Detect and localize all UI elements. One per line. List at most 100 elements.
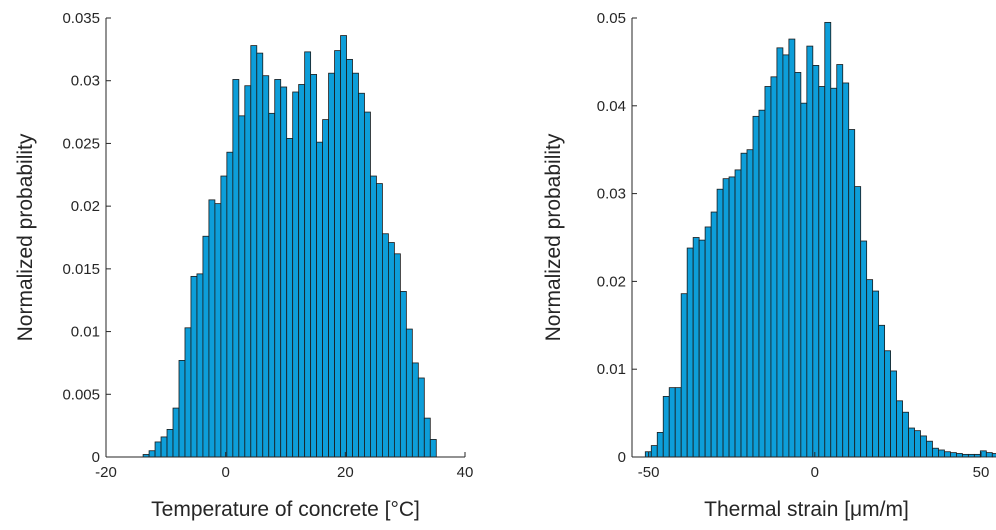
temperature-bar: [172, 407, 180, 458]
temperature-bar: [358, 92, 365, 458]
temperature-x-axis-label: Temperature of concrete [°C]: [151, 498, 420, 521]
temperature-bar: [208, 199, 216, 458]
temperature-bar: [184, 327, 192, 458]
strain-bar: [842, 82, 850, 458]
temperature-bar: [148, 450, 156, 458]
temperature-x-tick-label: 0: [221, 464, 229, 481]
temperature-bar: [328, 72, 335, 458]
temperature-bar: [238, 115, 246, 458]
strain-bar: [836, 64, 844, 458]
strain-bar: [944, 451, 951, 458]
strain-bar: [854, 186, 862, 458]
temperature-bar: [340, 35, 347, 458]
temperature-bar: [214, 203, 222, 458]
strain-bar: [938, 449, 945, 458]
strain-bar: [686, 247, 694, 458]
temperature-y-tick-label: 0.035: [62, 10, 100, 27]
temperature-x-tick-label: 20: [337, 464, 354, 481]
strain-bar: [890, 370, 897, 458]
strain-histogram: 0 0.01 0.02 0.03 0.04 0.05 -50 0 50 Thermal strai…: [542, 10, 996, 521]
strain-bar: [884, 350, 891, 458]
temperature-bar: [160, 436, 168, 458]
strain-bar: [716, 188, 724, 458]
strain-bar: [728, 176, 736, 458]
temperature-bar: [364, 111, 371, 458]
temperature-bar: [268, 112, 276, 458]
temperature-bar: [334, 50, 341, 458]
strain-bar: [926, 440, 933, 458]
strain-bar: [902, 411, 909, 458]
strain-bar: [770, 76, 778, 458]
strain-bar: [800, 102, 808, 458]
strain-x-tick-label: 0: [811, 464, 819, 481]
strain-bar: [674, 387, 682, 458]
strain-y-tick-label: 0.03: [597, 186, 626, 203]
temperature-y-tick-label: 0.01: [71, 324, 100, 341]
temperature-bar: [316, 141, 323, 458]
strain-bar: [758, 109, 766, 458]
strain-bar: [668, 387, 676, 458]
strain-bar: [752, 115, 760, 458]
strain-bar: [764, 86, 772, 458]
temperature-x-tick-label: 40: [457, 464, 474, 481]
strain-bar: [788, 38, 796, 458]
temperature-bar: [376, 183, 383, 458]
strain-bar: [734, 169, 742, 458]
temperature-x-tick-label: -20: [95, 464, 117, 481]
strain-x-tick-label: -50: [638, 464, 660, 481]
temperature-bar: [388, 242, 395, 458]
temperature-y-tick-label: 0.025: [62, 135, 100, 152]
strain-y-axis-label: Normalized probability: [542, 133, 565, 341]
strain-bar: [920, 435, 927, 458]
temperature-bar: [232, 79, 240, 458]
strain-bar: [985, 452, 993, 458]
temperature-bar: [393, 253, 401, 458]
temperature-bar: [226, 151, 234, 458]
temperature-bar: [154, 441, 162, 458]
strain-bar: [866, 279, 874, 458]
strain-bar: [991, 453, 996, 458]
temperature-bar: [382, 233, 389, 458]
strain-bar: [782, 54, 790, 458]
strain-bar: [830, 87, 838, 458]
strain-bar: [656, 432, 664, 458]
temperature-bar: [370, 175, 377, 458]
temperature-bar: [298, 84, 306, 458]
temperature-y-tick-label: 0: [92, 449, 100, 466]
strain-bar: [812, 65, 820, 458]
temperature-y-tick-label: 0.02: [71, 198, 100, 215]
temperature-bar: [346, 58, 353, 458]
strain-bar: [794, 72, 802, 458]
strain-bar: [710, 211, 718, 458]
strain-bar: [662, 396, 670, 458]
strain-y-tick-label: 0.05: [597, 10, 626, 27]
temperature-bar: [405, 328, 413, 458]
temperature-bar: [399, 291, 407, 458]
temperature-bar: [220, 175, 228, 458]
temperature-bar: [178, 360, 186, 458]
strain-bar: [878, 324, 886, 458]
temperature-bar: [202, 235, 210, 458]
strain-bar: [680, 293, 688, 458]
temperature-y-tick-label: 0.03: [71, 73, 100, 90]
temperature-bar: [411, 362, 419, 458]
strain-bar: [914, 430, 921, 458]
temperature-bar: [244, 85, 252, 458]
strain-bar: [740, 152, 748, 458]
temperature-bar: [280, 86, 288, 458]
strain-bar: [698, 239, 706, 458]
temperature-bar: [417, 377, 425, 458]
strain-bar: [860, 240, 868, 458]
strain-bar: [746, 149, 754, 458]
strain-bar: [908, 427, 915, 458]
strain-bar: [950, 452, 957, 458]
temperature-bar: [166, 429, 174, 458]
temperature-y-tick-label: 0.015: [62, 261, 100, 278]
strain-y-tick-label: 0: [618, 449, 626, 466]
strain-x-tick-label: 50: [973, 464, 990, 481]
temperature-bar: [292, 91, 300, 458]
strain-bar: [824, 21, 832, 458]
temperature-y-axis-label: Normalized probability: [14, 133, 37, 341]
